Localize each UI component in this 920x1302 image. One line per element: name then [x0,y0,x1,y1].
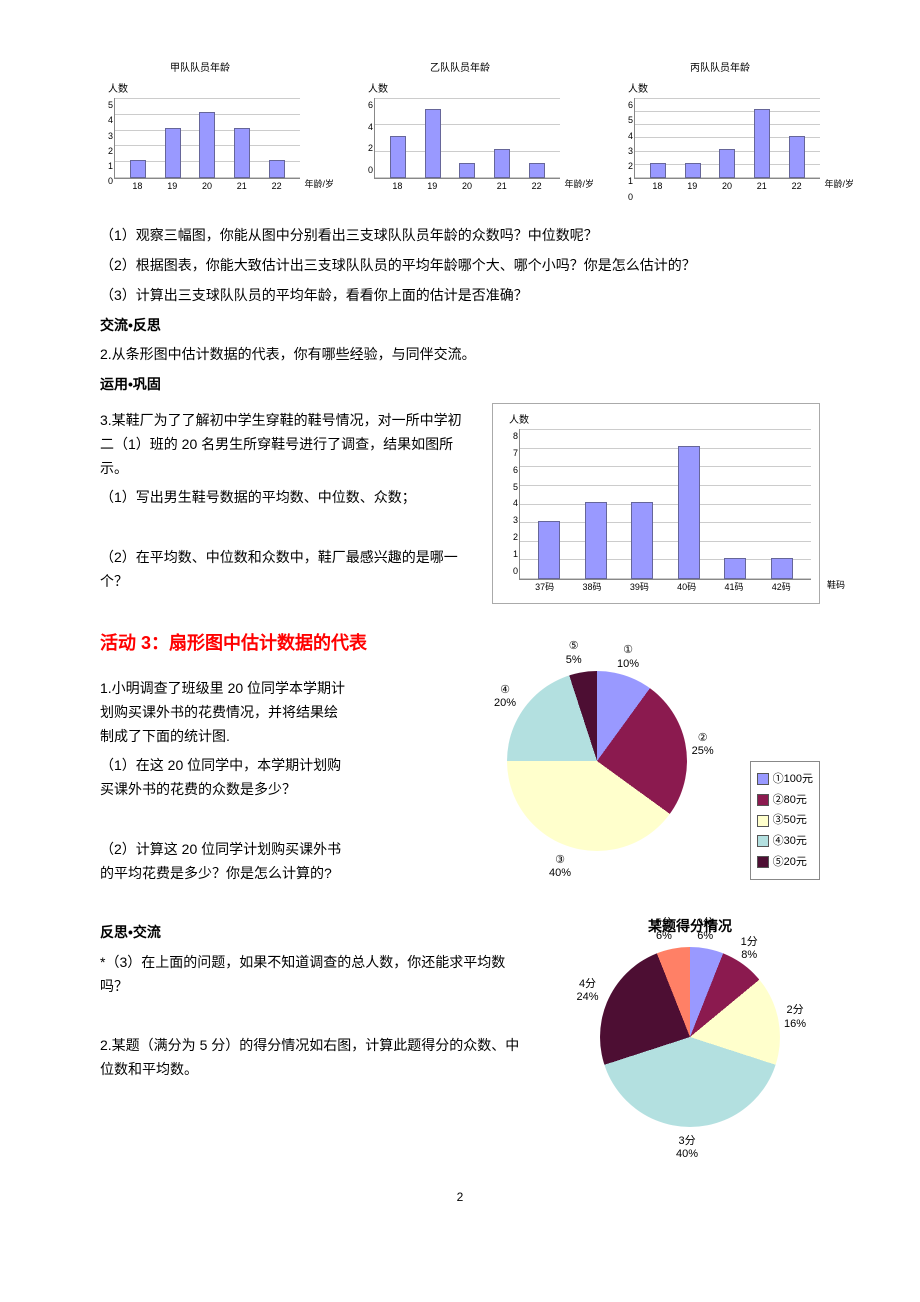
pie-slice-label: 1分8% [741,936,758,962]
age-charts-row: 甲队队员年龄人数543210年龄/岁1819202122乙队队员年龄人数6420… [100,60,820,194]
bar [724,558,746,579]
expense-pie-chart: ①10%②25%③40%④20%⑤5% ①100元②80元③50元④30元⑤20… [374,671,820,851]
pie-slice-label: ①10% [617,644,639,670]
bar [585,502,607,579]
chart-title: 乙队队员年龄 [360,60,560,77]
legend-item: ②80元 [757,791,813,810]
activity3-q1: （1）在这 20 位同学中，本学期计划购买课外书的花费的众数是多少？ [100,754,350,802]
bar [789,136,805,178]
bar [650,163,666,178]
bar [678,446,700,579]
bar [130,160,146,178]
score-pie-chart: 某题得分情况 0分6%1分8%2分16%3分40%4分24%5分6% [560,915,820,1127]
pie-2-title: 某题得分情况 [560,915,820,939]
activity3-p1: 1.小明调查了班级里 20 位同学本学期计划购买课外书的花费情况，并将结果绘制成… [100,677,350,748]
bar [165,128,181,178]
bar [425,109,441,178]
pie-slice-label: 5分6% [655,917,672,943]
bar [494,149,510,178]
question-2: （2）根据图表，你能大致估计出三支球队队员的平均年龄哪个大、哪个小吗？你是怎么估… [100,254,820,278]
bar [269,160,285,178]
bar [631,502,653,579]
y-axis-label: 人数 [108,81,300,98]
section-heading-fansi: 反思•交流 [100,921,530,945]
shoe-size-chart: 人数876543210鞋码37码38码39码40码41码42码 [492,403,820,604]
fansi-p1: *（3）在上面的问题，如果不知道调查的总人数，你还能求平均数吗？ [100,951,530,999]
section-heading-yunyong: 运用•巩固 [100,373,820,397]
bar [234,128,250,178]
chart-title: 丙队队员年龄 [620,60,820,77]
legend-item: ④30元 [757,832,813,851]
pie-slice-label: 4分24% [576,978,598,1004]
pie-chart-1: ①10%②25%③40%④20%⑤5% [507,671,687,851]
pie-slice-label: ②25% [692,732,714,758]
bar [459,163,475,178]
x-axis-label: 年龄/岁 [304,177,334,192]
fansi-p2: 2.某题（满分为 5 分）的得分情况如右图，计算此题得分的众数、中位数和平均数。 [100,1034,530,1082]
y-axis-label: 人数 [368,81,560,98]
y-axis-label: 人数 [509,412,811,429]
x-axis-label: 年龄/岁 [564,177,594,192]
bar [771,558,793,579]
pie-chart-2: 0分6%1分8%2分16%3分40%4分24%5分6% [600,947,780,1127]
bar [390,136,406,178]
pie-slice-label: ④20% [494,684,516,710]
activity3-q2: （2）计算这 20 位同学计划购买课外书的平均花费是多少？你是怎么计算的? [100,838,350,886]
pie-slice-label: 2分16% [784,1004,806,1030]
pie-slice-label: ③40% [549,854,571,880]
bar [719,149,735,178]
section-heading-jiaoliu: 交流•反思 [100,314,820,338]
jiaoliu-p1: 2.从条形图中估计数据的代表，你有哪些经验，与同伴交流。 [100,343,820,367]
yunyong-q2: （2）在平均数、中位数和众数中，鞋厂最感兴趣的是哪一个？ [100,546,462,594]
pie-slice-label: ⑤5% [566,640,582,666]
yunyong-q1: （1）写出男生鞋号数据的平均数、中位数、众数； [100,486,462,510]
pie-slice-label: 3分40% [676,1135,698,1161]
chart-title: 甲队队员年龄 [100,60,300,77]
pie-1-legend: ①100元 ②80元③50元 ④30元 ⑤20元 [750,761,820,880]
bar [199,112,215,178]
activity-3-heading: 活动 3：扇形图中估计数据的代表 [100,628,820,659]
bar [754,109,770,178]
x-axis-label: 鞋码 [827,578,845,593]
legend-item: ⑤20元 [757,853,813,872]
legend-item: ③50元 [757,811,813,830]
y-axis-label: 人数 [628,81,820,98]
x-axis-label: 年龄/岁 [824,177,854,192]
question-1: （1）观察三幅图，你能从图中分别看出三支球队队员年龄的众数吗？中位数呢？ [100,224,820,248]
pie-slice-label: 0分6% [697,917,714,943]
bar [538,521,560,579]
legend-item: ①100元 [757,770,813,789]
bar [529,163,545,178]
question-3: （3）计算出三支球队队员的平均年龄，看看你上面的估计是否准确？ [100,284,820,308]
bar [685,163,701,178]
page-number: 2 [100,1187,820,1207]
yunyong-p1: 3.某鞋厂为了了解初中学生穿鞋的鞋号情况，对一所中学初二（1）班的 20 名男生… [100,409,462,480]
